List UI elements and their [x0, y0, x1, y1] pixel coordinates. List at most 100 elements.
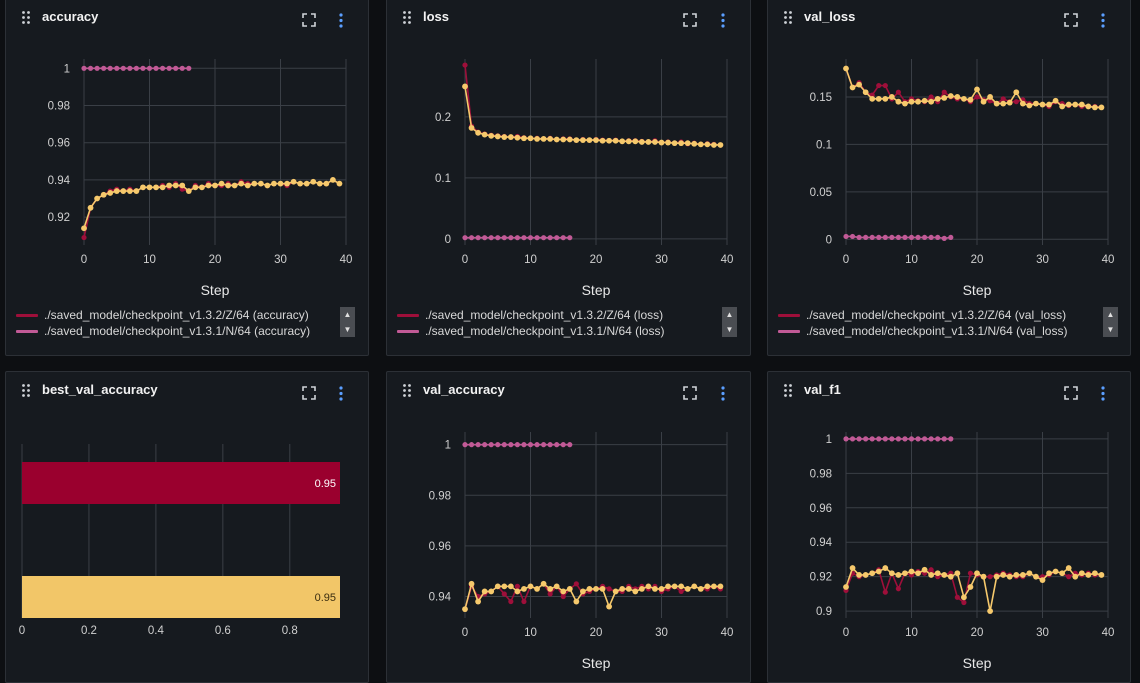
series-line: [83, 179, 340, 229]
legend-item[interactable]: ./saved_model/checkpoint_v1.3.2/Z/64 (ac…: [16, 307, 310, 323]
more-options-icon[interactable]: [1101, 386, 1105, 401]
more-options-icon[interactable]: [1101, 13, 1105, 28]
series-line: [464, 583, 721, 610]
data-point: [856, 572, 862, 578]
data-point: [514, 583, 520, 589]
legend: ./saved_model/checkpoint_v1.3.2/Z/64 (lo…: [397, 307, 664, 339]
data-point: [638, 139, 645, 145]
legend-scrollbar[interactable]: ▲ ▼: [1103, 307, 1118, 337]
expand-icon[interactable]: [683, 386, 697, 400]
y-tick-label: 0.2: [435, 112, 451, 124]
more-options-icon[interactable]: [339, 13, 343, 28]
data-point: [902, 100, 908, 107]
legend-swatch: [397, 329, 419, 333]
data-point: [658, 139, 665, 146]
data-point: [856, 81, 862, 88]
data-point: [691, 140, 698, 147]
legend-item[interactable]: ./saved_model/checkpoint_v1.3.1/N/64 (va…: [778, 323, 1067, 339]
data-point: [94, 65, 100, 71]
data-point: [495, 235, 501, 241]
series-line: [845, 567, 1102, 612]
data-point: [1019, 100, 1026, 107]
x-tick-label: 40: [721, 627, 734, 639]
data-point: [554, 442, 560, 448]
x-tick-label: 20: [209, 254, 222, 266]
data-point: [895, 89, 901, 95]
legend-label: ./saved_model/checkpoint_v1.3.1/N/64 (va…: [806, 324, 1068, 338]
data-point: [166, 182, 173, 189]
data-point: [508, 442, 514, 448]
drag-handle-icon[interactable]: [22, 384, 30, 397]
legend-item[interactable]: ./saved_model/checkpoint_v1.3.1/N/64 (ac…: [16, 323, 310, 339]
legend-swatch: [397, 313, 419, 317]
data-point: [652, 139, 658, 145]
drag-handle-icon[interactable]: [784, 11, 792, 24]
data-point: [882, 82, 888, 89]
legend-swatch: [778, 313, 800, 317]
data-point: [843, 436, 849, 442]
data-point: [889, 234, 895, 241]
data-point: [159, 184, 166, 191]
data-point: [534, 585, 540, 592]
y-tick-label: 0: [826, 234, 832, 246]
panel-title: loss: [423, 9, 450, 24]
drag-handle-icon[interactable]: [22, 11, 30, 24]
scroll-up-icon[interactable]: ▲: [725, 310, 734, 319]
expand-icon[interactable]: [302, 386, 316, 400]
expand-icon[interactable]: [683, 13, 697, 27]
data-point: [704, 141, 711, 148]
legend-item[interactable]: ./saved_model/checkpoint_v1.3.2/Z/64 (va…: [778, 307, 1067, 323]
data-point: [521, 442, 527, 448]
data-point: [146, 184, 153, 191]
x-tick-label: 30: [274, 254, 287, 266]
legend-scrollbar[interactable]: ▲ ▼: [340, 307, 355, 337]
legend-scrollbar[interactable]: ▲ ▼: [722, 307, 737, 337]
data-point: [875, 568, 882, 575]
legend-item[interactable]: ./saved_model/checkpoint_v1.3.1/N/64 (lo…: [397, 323, 664, 339]
x-tick-label: 20: [590, 254, 603, 266]
data-point: [849, 436, 856, 442]
more-options-icon[interactable]: [721, 13, 725, 28]
legend-item[interactable]: ./saved_model/checkpoint_v1.3.2/Z/64 (lo…: [397, 307, 664, 323]
scroll-down-icon[interactable]: ▼: [343, 325, 352, 334]
data-point: [619, 585, 626, 592]
data-point: [961, 95, 967, 102]
bar: [22, 576, 340, 618]
data-point: [560, 593, 566, 600]
more-options-icon[interactable]: [339, 386, 343, 401]
x-tick-label: 10: [524, 627, 537, 639]
data-point: [908, 568, 915, 575]
data-point: [554, 235, 560, 241]
data-point: [133, 188, 140, 194]
data-point: [967, 96, 974, 103]
data-point: [462, 83, 468, 90]
y-tick-label: 0.1: [435, 173, 451, 185]
drag-handle-icon[interactable]: [784, 384, 792, 397]
expand-icon[interactable]: [1064, 386, 1078, 400]
x-tick-label: 30: [655, 627, 668, 639]
data-point: [192, 184, 199, 191]
y-tick-label: 0.94: [48, 175, 71, 187]
data-point: [684, 585, 691, 592]
expand-icon[interactable]: [302, 13, 316, 27]
scroll-down-icon[interactable]: ▼: [725, 325, 734, 334]
data-point: [888, 94, 895, 100]
scroll-up-icon[interactable]: ▲: [343, 310, 352, 319]
data-point: [494, 583, 501, 590]
chart-panel-best-val-accuracy: best_val_accuracy 0 0.2 0.4 0.6 0.8 0.95 0.95: [5, 371, 369, 683]
expand-icon[interactable]: [1064, 13, 1078, 27]
data-point: [612, 588, 619, 595]
data-point: [534, 235, 540, 241]
data-point: [678, 583, 685, 590]
data-point: [257, 180, 264, 187]
data-point: [521, 598, 527, 605]
scroll-down-icon[interactable]: ▼: [1106, 325, 1115, 334]
drag-handle-icon[interactable]: [403, 11, 411, 24]
data-point: [507, 134, 514, 140]
more-options-icon[interactable]: [721, 386, 725, 401]
drag-handle-icon[interactable]: [403, 384, 411, 397]
scroll-up-icon[interactable]: ▲: [1106, 310, 1115, 319]
data-point: [902, 234, 908, 241]
data-point: [120, 65, 126, 71]
data-point: [225, 182, 232, 189]
